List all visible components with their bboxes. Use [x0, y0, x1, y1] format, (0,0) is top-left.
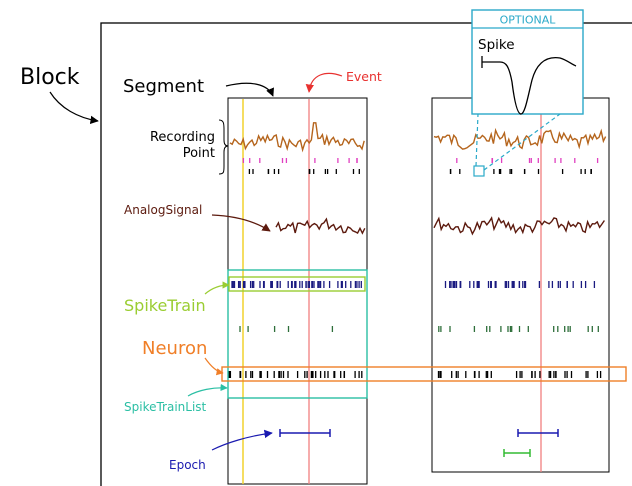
- recording-trace-1: [229, 122, 365, 153]
- epoch-bar-1: [279, 429, 331, 437]
- spike-train-arrow: [204, 281, 230, 295]
- zoom-connector-1: [483, 113, 561, 171]
- black-spike-ticks-2: [449, 169, 592, 174]
- recording-point-brace: [218, 119, 229, 175]
- spike-waveform: [481, 56, 577, 115]
- spike-train-label: SpikeTrain: [124, 296, 206, 315]
- neuron-spike-ticks-2: [437, 371, 602, 378]
- segment-box-2: [431, 97, 610, 473]
- spike-train-box: [228, 276, 366, 292]
- neuron-label: Neuron: [142, 338, 207, 359]
- selected-spike-box: [473, 165, 485, 177]
- epoch-bar-green: [503, 449, 531, 457]
- mid-spike-ticks-2: [438, 326, 599, 332]
- recording-point-label-line2: Point: [183, 146, 215, 161]
- analog-signal-arrow: [211, 214, 271, 232]
- black-spike-ticks-1: [248, 169, 360, 174]
- segment-label: Segment: [123, 76, 204, 97]
- neuron-spike-ticks-1: [227, 371, 363, 378]
- optional-label: OPTIONAL: [500, 14, 557, 27]
- zoom-connector-2: [475, 113, 479, 167]
- spike-train-ticks-1: [231, 281, 362, 288]
- magenta-spike-ticks-1: [242, 158, 358, 163]
- event-arrow: [305, 72, 343, 93]
- spike-train-ticks-2: [444, 281, 596, 288]
- analog-signal-trace-1: [275, 217, 366, 235]
- magenta-spike-ticks-2: [456, 158, 599, 163]
- segment-arrow: [225, 82, 274, 97]
- epoch-bar-2: [517, 429, 559, 437]
- analog-signal-label: AnalogSignal: [124, 203, 202, 217]
- neuron-arrow: [204, 357, 224, 376]
- spike-train-list-label: SpikeTrainList: [124, 400, 207, 414]
- block-arrow: [49, 91, 99, 125]
- spike-train-list-arrow: [187, 383, 228, 397]
- epoch-label: Epoch: [169, 458, 206, 472]
- event-label: Event: [346, 69, 382, 84]
- spike-train-list-box: [227, 269, 368, 399]
- block-frame: [100, 22, 632, 486]
- recording-point-label-line1: Recording: [150, 130, 215, 145]
- analog-signal-trace-2: [433, 216, 605, 236]
- epoch-arrow: [211, 429, 273, 451]
- mid-spike-ticks-1: [239, 326, 334, 332]
- spike-label: Spike: [478, 37, 515, 53]
- block-label: Block: [20, 65, 80, 90]
- recording-trace-2: [433, 127, 607, 150]
